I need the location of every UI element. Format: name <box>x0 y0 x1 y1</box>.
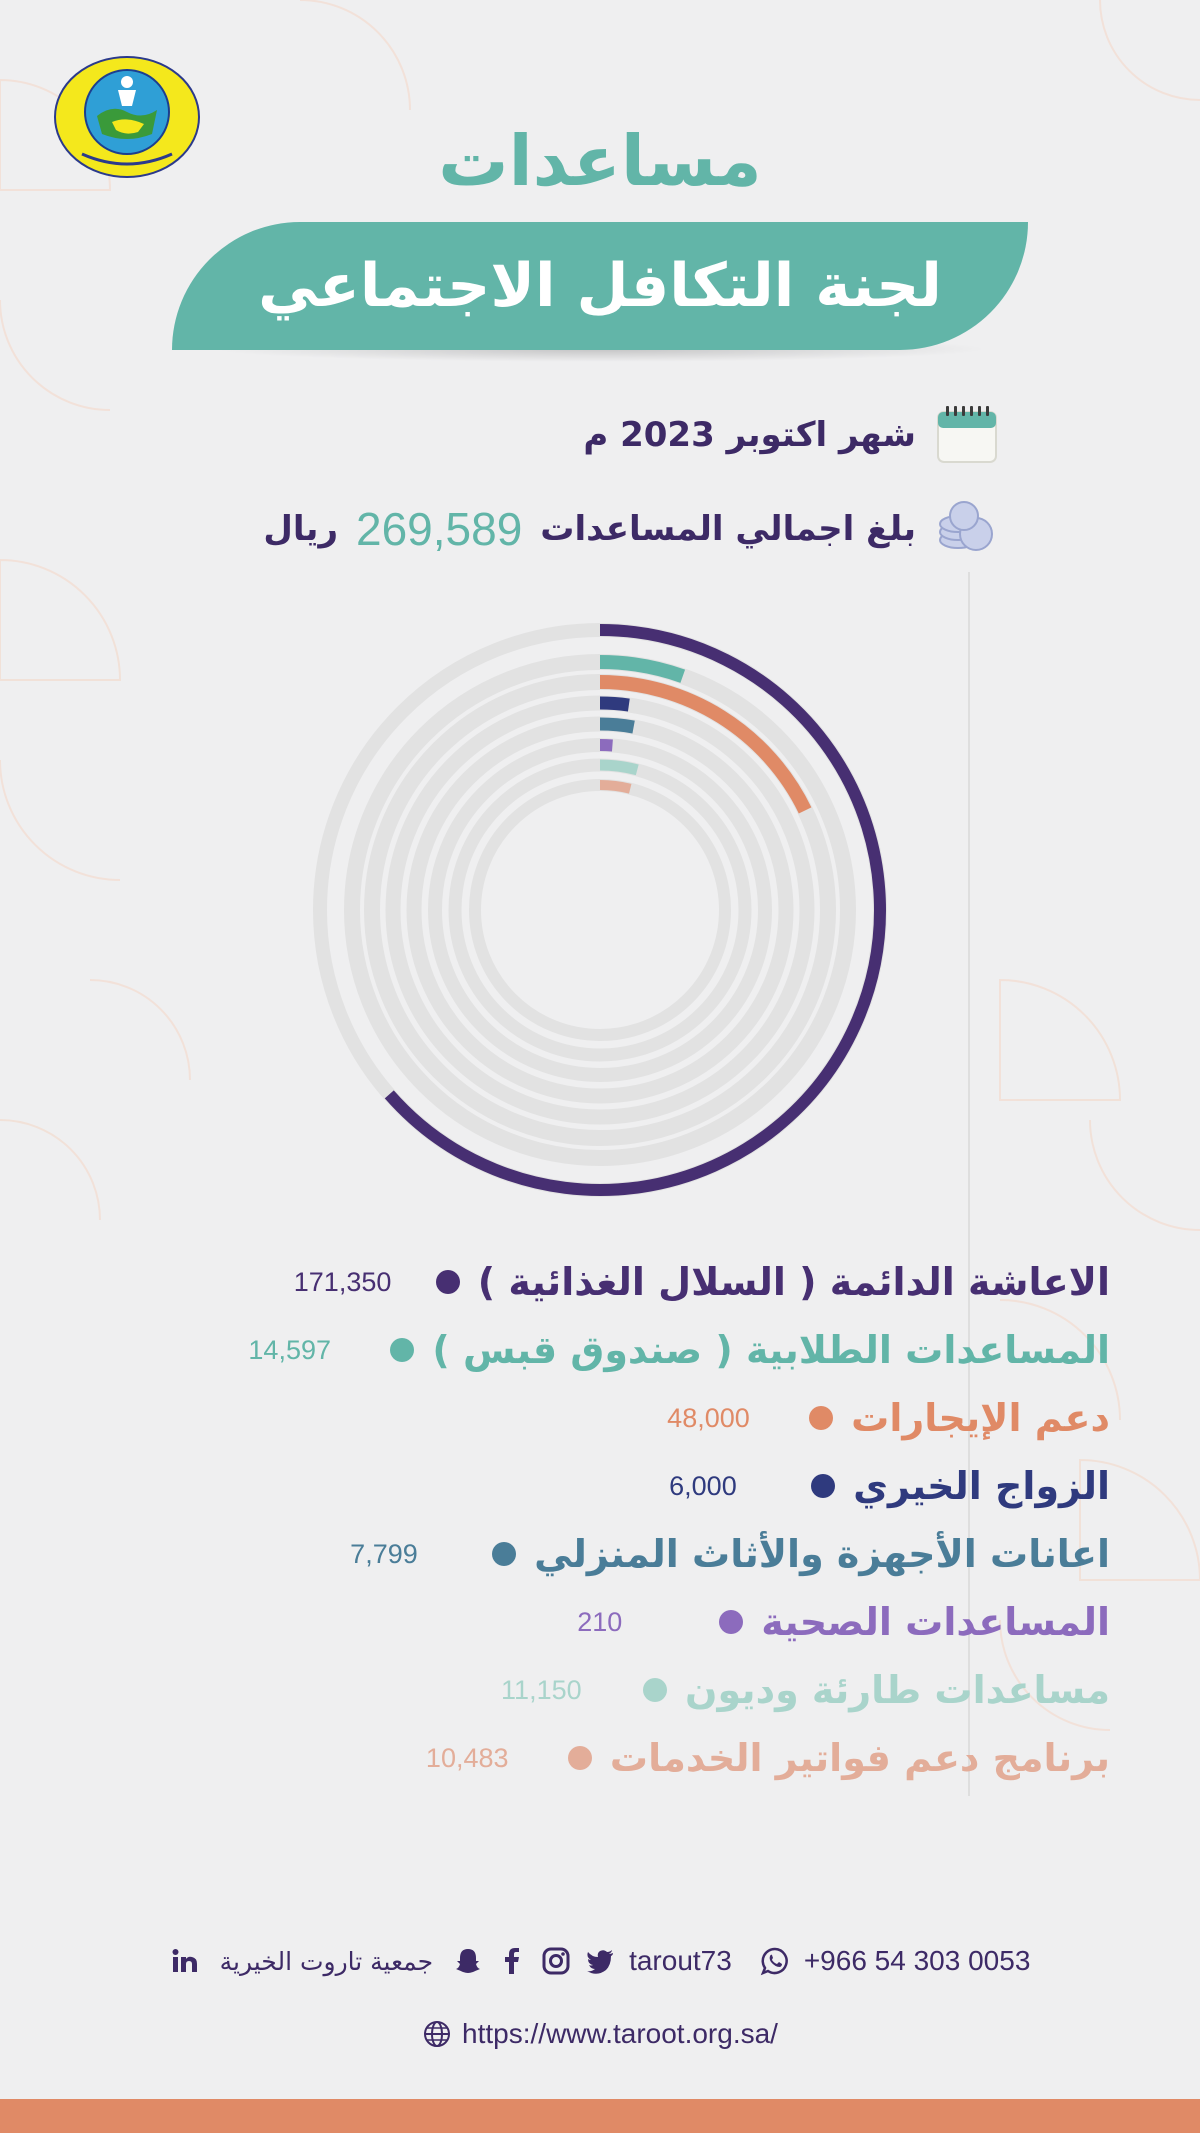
globe-icon <box>424 2021 451 2047</box>
legend-label: مساعدات طارئة وديون <box>685 1668 1110 1712</box>
ring-track-5 <box>428 738 772 1082</box>
bottom-bar <box>0 2099 1200 2133</box>
ring-track-1 <box>344 654 856 1166</box>
legend-label: الزواج الخيري <box>853 1464 1110 1508</box>
legend-dot <box>390 1338 415 1362</box>
linkedin-icon[interactable] <box>170 1946 200 1976</box>
date-row: شهر اكتوبر 2023 م <box>583 402 1000 468</box>
legend-value: 171,350 <box>293 1266 392 1297</box>
ring-bar-1 <box>599 655 686 683</box>
ring-track-6 <box>448 758 752 1062</box>
legend-item: مساعدات طارئة وديون 11,150 <box>110 1656 1110 1724</box>
legend-dot <box>809 1406 834 1430</box>
instagram-icon[interactable] <box>541 1946 571 1976</box>
divider-line <box>968 572 970 1796</box>
legend-item: اعانات الأجهزة والأثاث المنزلي 7,799 <box>110 1520 1110 1588</box>
ring-bar-3 <box>599 696 630 712</box>
coins-icon <box>939 501 993 551</box>
legend-dot <box>492 1542 517 1566</box>
ring-track-7 <box>469 779 731 1041</box>
snapchat-icon[interactable] <box>453 1946 483 1976</box>
total-prefix: بلغ اجمالي المساعدات <box>540 509 916 549</box>
legend-dot <box>719 1610 744 1634</box>
ring-bar-7 <box>599 780 632 794</box>
calendar-icon <box>937 406 997 463</box>
legend-value: 48,000 <box>667 1402 750 1433</box>
legend-label: اعانات الأجهزة والأثاث المنزلي <box>534 1532 1110 1576</box>
legend-label: المساعدات الطلابية ( صندوق قبس ) <box>432 1328 1110 1372</box>
legend-dot <box>435 1270 460 1294</box>
legend-item: الاعاشة الدائمة ( السلال الغذائية ) 171,3… <box>110 1248 1110 1316</box>
legend-item: المساعدات الطلابية ( صندوق قبس ) 14,597 <box>110 1316 1110 1384</box>
ring-bar-2 <box>599 675 812 814</box>
legend-value: 14,597 <box>248 1334 331 1365</box>
legend-dot <box>643 1678 668 1702</box>
ring-bar-0 <box>384 624 886 1196</box>
page-title: مساعدات <box>438 120 762 202</box>
legend-dot <box>567 1746 592 1770</box>
legend-value: 10,483 <box>425 1742 509 1773</box>
facebook-icon[interactable] <box>497 1946 527 1976</box>
legend-label: الاعاشة الدائمة ( السلال الغذائية ) <box>477 1260 1110 1304</box>
total-row: بلغ اجمالي المساعدات 269,589 ريال <box>263 496 1000 562</box>
legend-label: المساعدات الصحية <box>761 1600 1110 1644</box>
legend-value: 6,000 <box>669 1470 737 1501</box>
phone-number[interactable]: +966 54 303 0053 <box>803 1945 1031 1976</box>
legend-item: برنامج دعم فواتير الخدمات 10,483 <box>110 1724 1110 1792</box>
ring-bar-4 <box>599 717 635 734</box>
total-value: 269,589 <box>356 503 523 555</box>
website-row: https://www.taroot.org.sa/ <box>0 2018 1200 2050</box>
legend-item: المساعدات الصحية 210 <box>110 1588 1110 1656</box>
contact-row: جمعية تاروت الخيرية tarout73 +966 54 303… <box>0 1945 1200 1977</box>
legend-label: برنامج دعم فواتير الخدمات <box>609 1736 1110 1780</box>
legend-item: دعم الإيجارات 48,000 <box>110 1384 1110 1452</box>
organization-logo <box>54 56 200 178</box>
org-name: جمعية تاروت الخيرية <box>219 1946 434 1976</box>
date-text: شهر اكتوبر 2023 م <box>583 415 916 455</box>
ring-bar-6 <box>599 759 639 776</box>
twitter-icon[interactable] <box>585 1946 615 1976</box>
legend-item: الزواج الخيري 6,000 <box>110 1452 1110 1520</box>
website-link[interactable]: https://www.taroot.org.sa/ <box>462 2018 778 2049</box>
whatsapp-icon[interactable] <box>760 1946 790 1976</box>
legend-value: 11,150 <box>501 1674 582 1705</box>
chart-legend: الاعاشة الدائمة ( السلال الغذائية ) 171,3… <box>110 1248 1110 1792</box>
social-handle[interactable]: tarout73 <box>629 1945 732 1976</box>
legend-value: 7,799 <box>350 1538 418 1569</box>
banner-title: لجنة التكافل الاجتماعي <box>258 251 942 321</box>
legend-value: 210 <box>577 1606 623 1637</box>
radial-bar-chart <box>313 623 887 1197</box>
legend-label: دعم الإيجارات <box>851 1396 1110 1440</box>
legend-dot <box>811 1474 836 1498</box>
title-banner <box>172 222 1028 350</box>
total-currency: ريال <box>263 509 339 549</box>
